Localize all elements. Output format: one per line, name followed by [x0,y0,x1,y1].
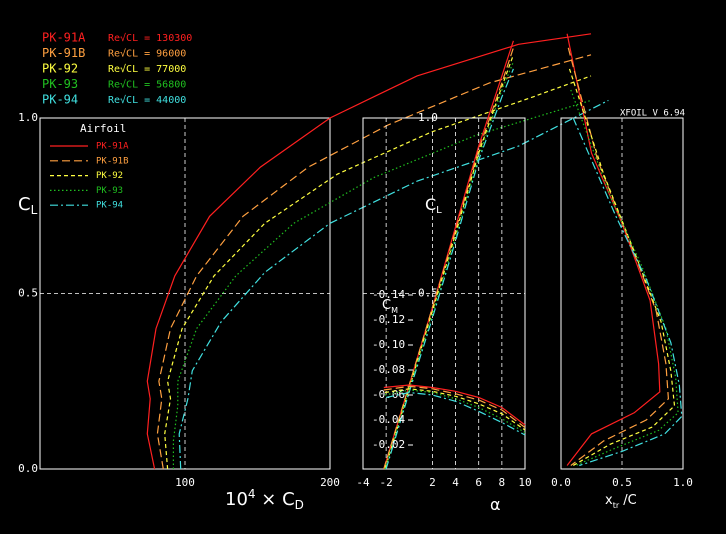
label-part: 10 [225,489,248,510]
x-tick-label: 8 [499,476,506,489]
legend-title: Airfoil [80,122,126,135]
series-line [570,89,679,467]
series-line [178,99,609,470]
reynolds-label: Re√CL = 77000 [108,63,186,75]
label-part: α [490,495,501,514]
y-tick-label: -0.12 [372,313,405,326]
label-part: tr [613,501,620,510]
y-tick-label: -0.02 [372,438,405,451]
chart-title: XFOIL V 6.94 [620,109,685,119]
reynolds-label: Re√CL = 44000 [108,94,186,106]
legend-entry: PK-93 [96,186,123,196]
x-tick-label: -2 [380,476,393,489]
series-line [156,54,592,470]
series-line [146,33,592,470]
y-tick-label: 1.0 [18,111,38,124]
x-tick-label: 0.0 [551,476,571,489]
legend-name: PK-91B [42,46,85,60]
x-tick-label: 200 [320,476,340,489]
y-tick-label: 1.0 [418,111,438,124]
x-tick-label: 6 [475,476,482,489]
series-line [383,385,526,428]
x-tick-label: -4 [356,476,370,489]
series-line [385,68,514,470]
x-tick-label: 2 [429,476,436,489]
y-axis-label: CL [425,195,442,217]
reynolds-label: Re√CL = 56800 [108,79,186,91]
y-tick-label: -0.10 [372,338,405,351]
x-tick-label: 1.0 [673,476,693,489]
legend-name: PK-91A [42,31,86,45]
label-part: D [295,498,304,512]
y-tick-label: 0.0 [18,462,38,475]
reynolds-label: Re√CL = 130300 [108,32,192,44]
series-line [384,389,526,434]
series-line [384,61,514,470]
x-tick-label: 0.5 [612,476,632,489]
legend-name: PK-94 [42,93,78,107]
label-part: x [605,493,613,508]
x-axis-label: 104 × CD [225,487,304,512]
legend-name: PK-92 [42,62,78,76]
legend-entry: PK-91B [96,156,129,166]
series-line [383,384,526,426]
series-line [164,75,592,470]
series-line [384,388,526,431]
x-tick-label: 4 [452,476,459,489]
label-part: × C [256,489,295,510]
series-line [572,117,683,467]
series-line [568,68,676,467]
y-tick-label: -0.14 [372,288,405,301]
x-axis-label: xtr /C [605,493,637,510]
label-part: M [391,306,398,315]
y-tick-label: -0.04 [372,413,405,426]
legend-name: PK-93 [42,77,78,91]
y-tick-label: 0.5 [418,287,438,300]
series-line [172,99,592,469]
series-line [566,33,661,466]
legend-entry: PK-92 [96,171,123,181]
x-tick-label: 10 [518,476,531,489]
label-part: 4 [248,487,256,501]
y-axis-label: CL [18,194,38,217]
y-tick-label: -0.06 [372,388,405,401]
y-axis-label: CM [382,298,398,315]
label-part: L [436,205,442,216]
y-tick-label: -0.08 [372,363,405,376]
reynolds-label: Re√CL = 96000 [108,48,186,60]
label-part: C [382,298,391,313]
legend-entry: PK-91A [96,142,129,152]
label-part: L [31,203,38,217]
series-line [385,391,526,436]
legend-entry: PK-94 [96,201,123,211]
x-axis-label: α [490,495,501,514]
x-tick-label: 100 [175,476,195,489]
label-part: C [425,195,436,214]
y-tick-label: 0.5 [18,287,38,300]
label-part: /C [619,493,637,508]
label-part: C [18,194,31,215]
series-line [567,47,670,466]
